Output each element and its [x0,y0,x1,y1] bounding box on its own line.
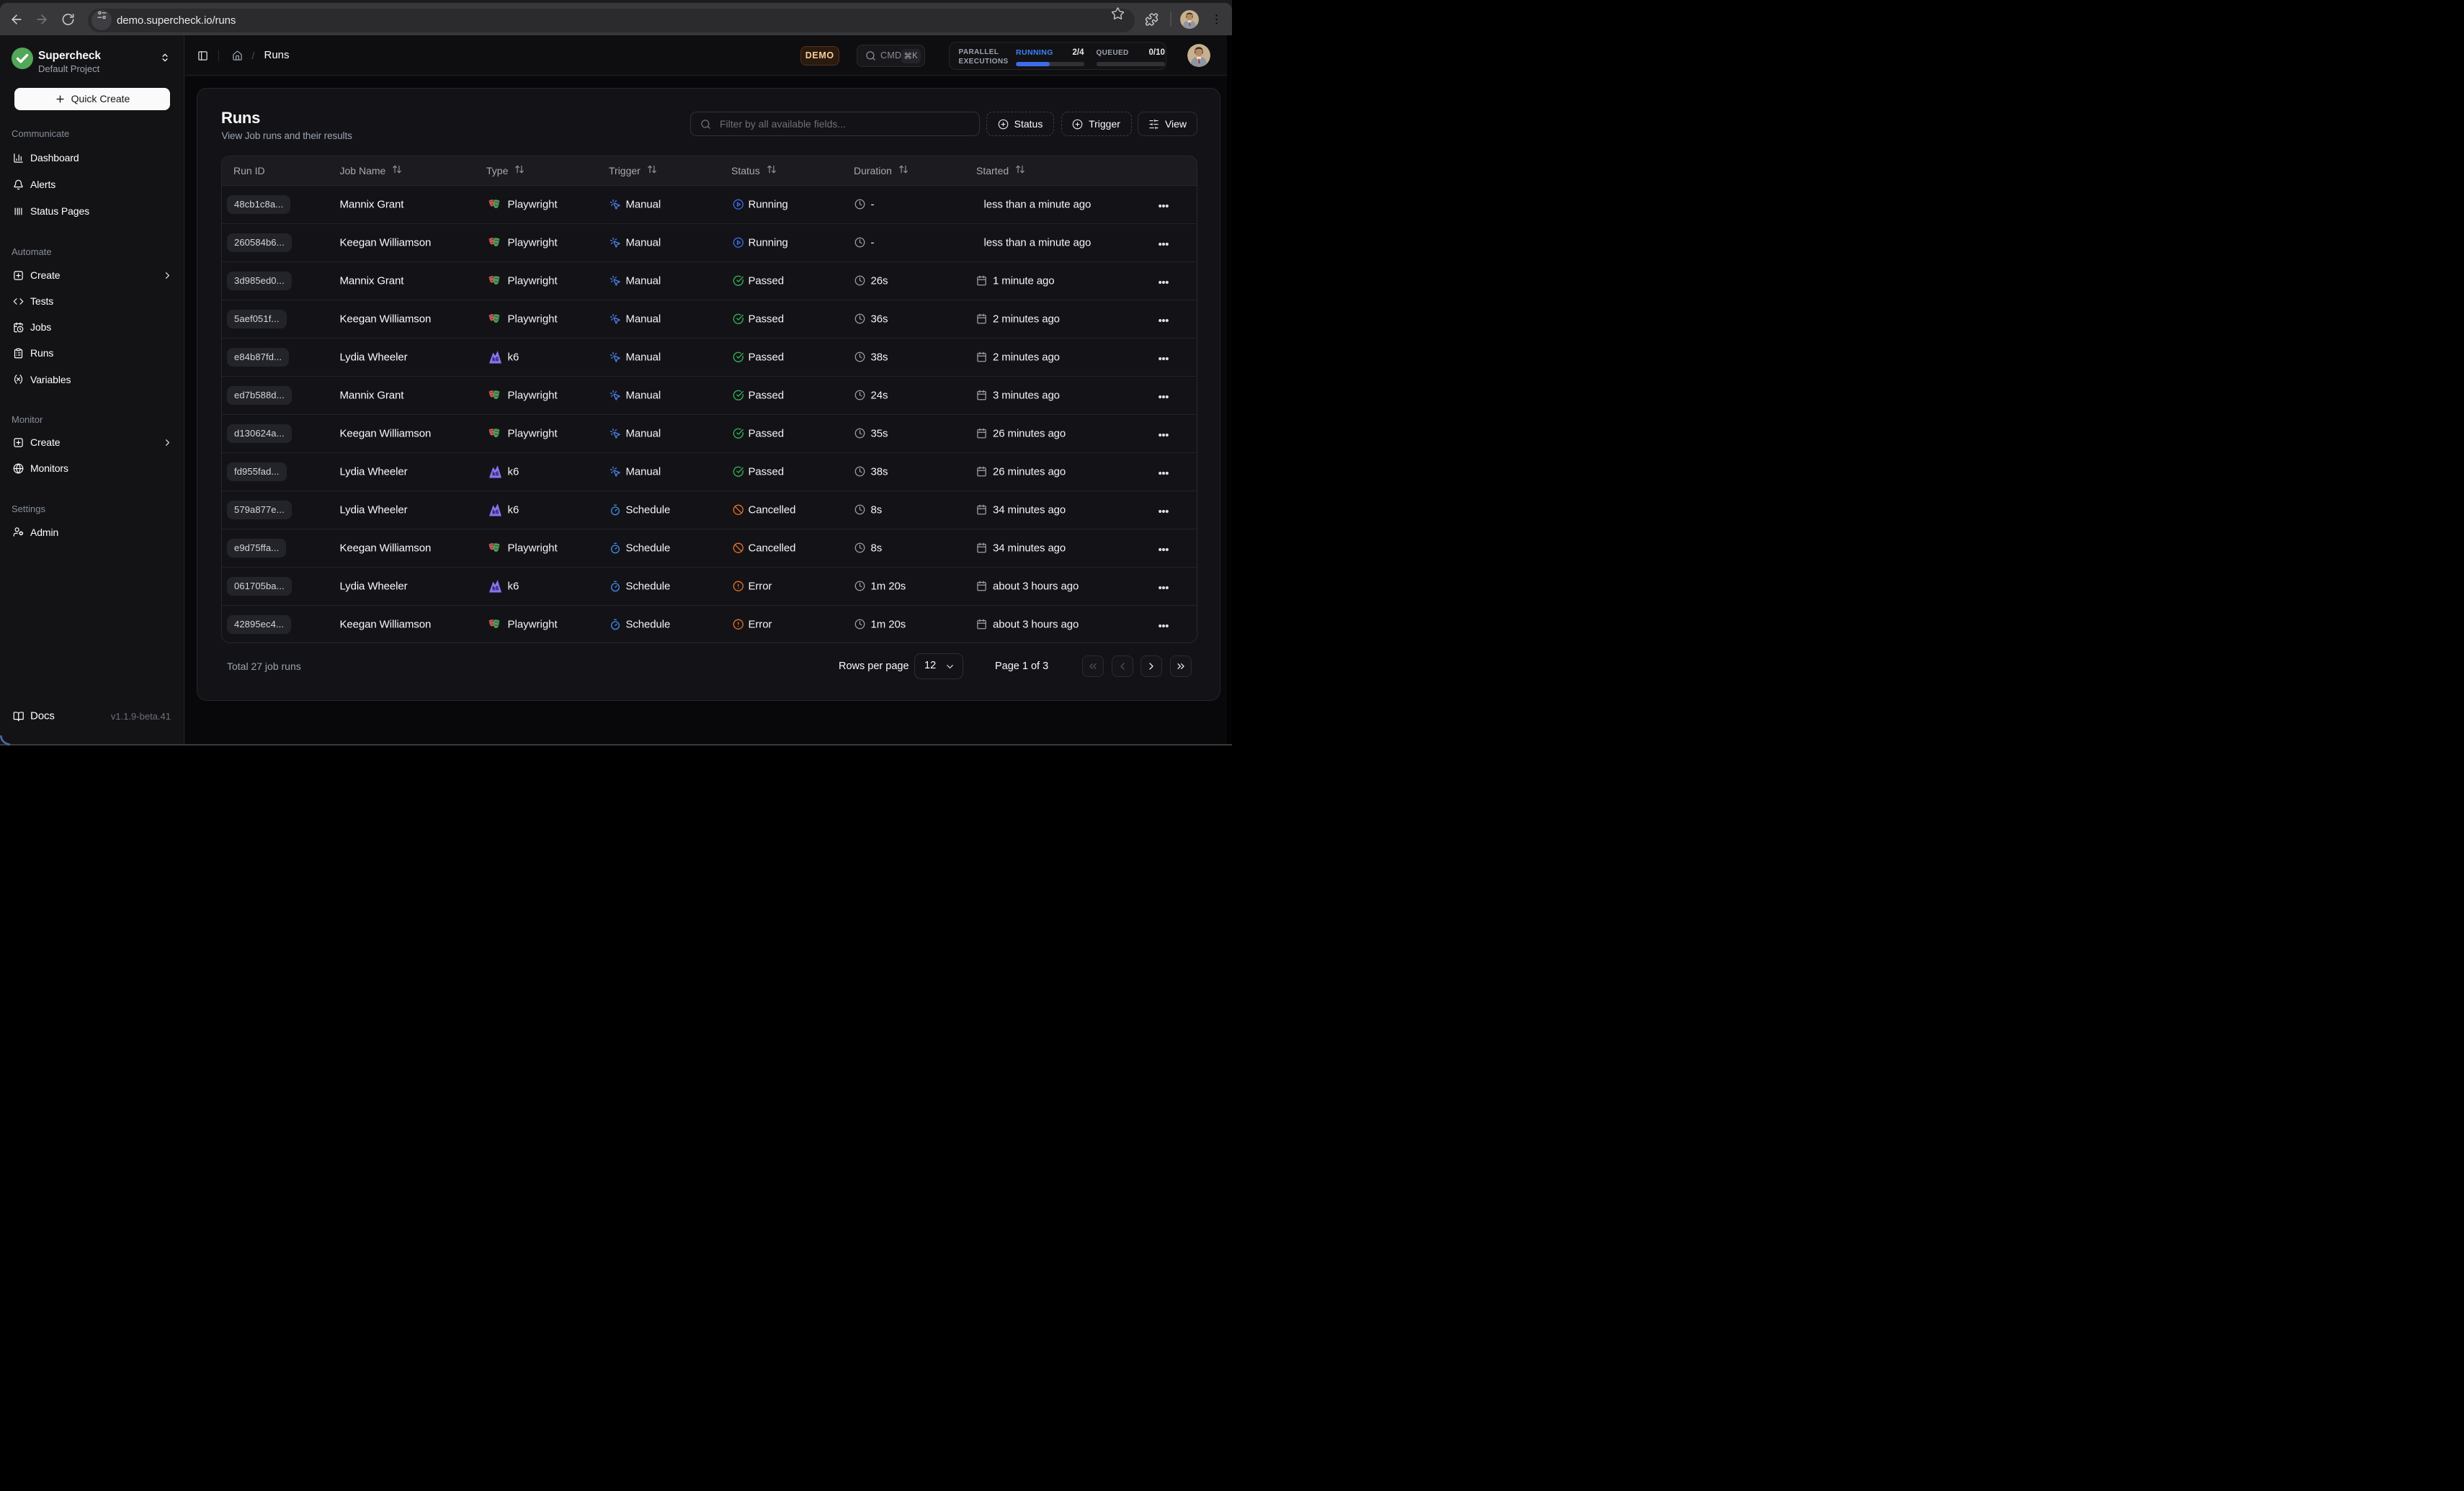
svg-text:k6: k6 [492,471,499,478]
svg-text:k6: k6 [492,586,499,592]
svg-text:k6: k6 [492,357,499,363]
svg-text:k6: k6 [492,509,499,516]
